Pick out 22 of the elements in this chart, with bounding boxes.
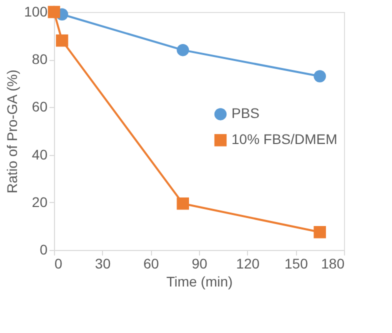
legend-label: 10% FBS/DMEM bbox=[232, 131, 338, 148]
y-tick-label: 0 bbox=[40, 242, 48, 258]
y-axis-title: Ratio of Pro-GA (%) bbox=[4, 70, 20, 194]
x-tick-label: 120 bbox=[236, 256, 260, 272]
y-tick-label: 100 bbox=[24, 4, 48, 20]
legend-label: PBS bbox=[232, 105, 260, 122]
x-tick-label: 30 bbox=[95, 256, 111, 272]
y-tick-label: 20 bbox=[32, 194, 48, 210]
point bbox=[176, 44, 190, 56]
x-tick-label: 180 bbox=[321, 256, 345, 272]
y-tick-label: 80 bbox=[32, 51, 48, 68]
x-axis-title: Time (min) bbox=[166, 274, 233, 290]
point bbox=[176, 197, 190, 210]
y-tick-label: 60 bbox=[32, 98, 48, 115]
x-tick-label: 60 bbox=[143, 256, 160, 272]
y-tick-label: 40 bbox=[32, 146, 48, 162]
x-tick-label: 90 bbox=[192, 256, 208, 272]
x-tick-label: 0 bbox=[54, 256, 62, 272]
point bbox=[56, 34, 68, 47]
x-tick-label: 150 bbox=[284, 256, 308, 272]
point bbox=[314, 226, 326, 238]
point bbox=[314, 70, 326, 82]
